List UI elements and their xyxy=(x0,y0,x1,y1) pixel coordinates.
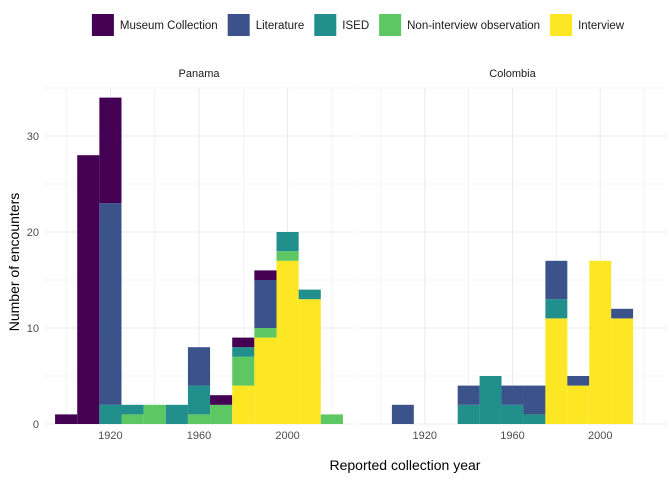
y-tick-label: 30 xyxy=(27,131,39,143)
y-axis-title: Number of encounters xyxy=(6,193,22,332)
y-tick-label: 0 xyxy=(33,419,39,431)
bar-segment-museum-collection xyxy=(254,270,277,280)
bars xyxy=(391,260,634,424)
bars xyxy=(55,97,343,424)
panel-title: Panama xyxy=(179,68,221,80)
legend-key xyxy=(91,14,114,36)
y-tick-label: 20 xyxy=(27,227,39,239)
bar-segment-ised xyxy=(232,347,255,357)
bar-segment-literature xyxy=(187,347,211,386)
bar-segment-museum-collection xyxy=(232,337,255,348)
bar-segment-literature xyxy=(567,376,590,386)
bar-segment-interview xyxy=(254,337,277,424)
bar-segment-literature xyxy=(545,260,568,300)
legend-label: Non-interview observation xyxy=(407,20,540,32)
x-tick-label: 2000 xyxy=(275,430,299,442)
bar-segment-interview xyxy=(298,299,321,424)
bar-segment-literature xyxy=(99,203,122,405)
x-axis-title: Reported collection year xyxy=(330,457,481,473)
y-tick-label: 10 xyxy=(27,323,39,335)
x-tick-label: 1920 xyxy=(98,430,122,442)
bar-segment-ised xyxy=(187,385,211,415)
bar-segment-literature xyxy=(611,308,634,319)
bar-segment-ised xyxy=(99,404,122,424)
legend-label: Interview xyxy=(578,20,625,32)
legend: Museum Collection Literature ISED Non-inter… xyxy=(91,14,625,36)
bar-segment-museum-collection xyxy=(77,155,100,424)
bar-segment-literature xyxy=(457,385,480,405)
bar-segment-interview xyxy=(589,260,612,424)
legend-item-non-interview-observation: Non-interview observation xyxy=(379,14,540,36)
bar-segment-ised xyxy=(523,414,546,424)
bar-segment-interview xyxy=(276,260,299,424)
bar-segment-ised xyxy=(165,404,188,424)
legend-label: Museum Collection xyxy=(120,20,218,32)
x-tick-label: 1920 xyxy=(413,430,437,442)
bar-segment-non-interview-observation xyxy=(121,414,144,424)
legend-item-ised: ISED xyxy=(314,14,369,36)
x-tick-label: 2000 xyxy=(588,430,612,442)
bar-segment-interview xyxy=(611,318,634,424)
legend-item-interview: Interview xyxy=(550,14,625,36)
panel-panama: Panama 1920 1960 2000 0 10 20 30 xyxy=(27,68,354,442)
panels: Panama 1920 1960 2000 0 10 20 30 Colombia 1920 196… xyxy=(27,68,666,442)
bar-segment-ised xyxy=(276,232,299,252)
bar-segment-interview xyxy=(567,385,590,424)
bar-segment-museum-collection xyxy=(210,395,233,405)
bar-segment-literature xyxy=(523,385,546,415)
legend-key xyxy=(314,14,337,36)
x-tick-label: 1960 xyxy=(500,430,524,442)
legend-item-museum-collection: Museum Collection xyxy=(91,14,218,36)
bar-segment-ised xyxy=(501,404,524,424)
legend-label: Literature xyxy=(256,20,305,32)
legend-key xyxy=(379,14,402,36)
bar-segment-non-interview-observation xyxy=(210,404,233,424)
bar-segment-literature xyxy=(391,404,414,424)
bar-segment-museum-collection xyxy=(99,97,122,204)
panel-colombia: Colombia 1920 1960 2000 xyxy=(359,68,666,442)
legend-label: ISED xyxy=(342,20,369,32)
bar-segment-museum-collection xyxy=(55,414,78,424)
bar-segment-interview xyxy=(545,318,568,424)
panel-title: Colombia xyxy=(489,68,536,80)
bar-segment-non-interview-observation xyxy=(143,404,166,424)
bar-segment-ised xyxy=(479,376,502,424)
legend-key xyxy=(550,14,573,36)
bar-segment-literature xyxy=(254,280,277,328)
bar-segment-non-interview-observation xyxy=(232,356,255,386)
bar-segment-non-interview-observation xyxy=(320,414,343,424)
x-tick-label: 1960 xyxy=(187,430,211,442)
bar-segment-non-interview-observation xyxy=(276,251,299,261)
bar-segment-ised xyxy=(298,289,321,300)
bar-segment-non-interview-observation xyxy=(254,328,277,338)
bar-segment-non-interview-observation xyxy=(187,414,211,424)
legend-item-literature: Literature xyxy=(227,14,305,36)
bar-segment-ised xyxy=(121,404,144,415)
bar-segment-interview xyxy=(232,385,255,424)
legend-key xyxy=(227,14,250,36)
bar-segment-literature xyxy=(501,385,524,405)
bar-segment-ised xyxy=(457,404,480,424)
bar-segment-ised xyxy=(545,299,568,319)
